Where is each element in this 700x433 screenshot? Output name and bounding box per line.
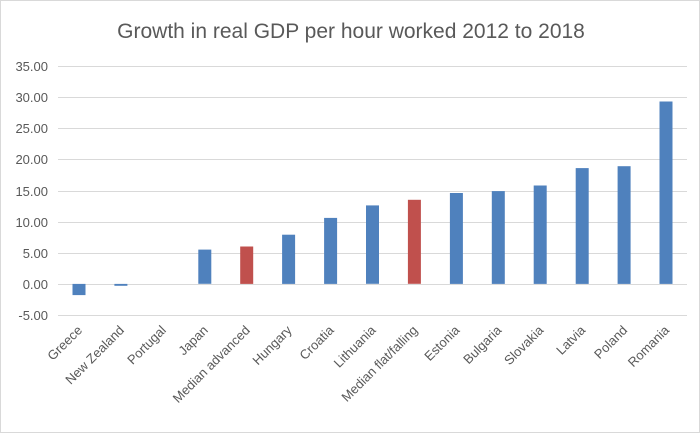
bar-bulgaria: [491, 191, 505, 284]
bar-median-flat-falling: [407, 199, 421, 284]
y-tick-label: -5.00: [18, 308, 48, 323]
bar-greece: [72, 283, 86, 296]
y-tick-label: 20.00: [15, 152, 48, 167]
y-tick-label: 30.00: [15, 90, 48, 105]
bar-estonia: [449, 193, 463, 284]
bars: [72, 101, 673, 296]
bar-new-zealand: [114, 283, 128, 286]
bar-poland: [617, 166, 631, 284]
x-tick-label: Latvia: [553, 322, 589, 358]
y-tick-label: 10.00: [15, 215, 48, 230]
x-tick-label: Poland: [591, 323, 630, 362]
y-axis-tick-labels: -5.00 0.00 5.00 10.00 15.00 20.00 25.00 30.00 35…: [15, 59, 48, 323]
gridlines: [58, 66, 687, 316]
bar-lithuania: [366, 205, 379, 284]
x-tick-label: Estonia: [421, 322, 463, 364]
x-tick-label: Bulgaria: [460, 322, 505, 367]
x-tick-label: Romania: [625, 322, 673, 370]
y-tick-label: 5.00: [23, 246, 48, 261]
x-tick-label: Croatia: [296, 322, 337, 363]
bar-japan: [198, 249, 212, 284]
x-tick-label: Hungary: [249, 322, 295, 368]
x-tick-label: Median advanced: [170, 323, 253, 406]
chart-title: Growth in real GDP per hour worked 2012 …: [117, 20, 585, 43]
bar-median-advanced: [240, 246, 254, 284]
bar-latvia: [575, 168, 589, 284]
bar-hungary: [282, 234, 296, 284]
x-tick-label: Japan: [175, 323, 211, 359]
x-tick-label: Slovakia: [501, 322, 547, 368]
y-tick-label: 35.00: [15, 59, 48, 74]
y-tick-label: 15.00: [15, 184, 48, 199]
x-tick-label: Greece: [44, 323, 85, 364]
bar-croatia: [324, 217, 338, 284]
bar-slovakia: [533, 185, 547, 284]
x-tick-label: Median flat/falling: [338, 323, 420, 405]
y-tick-label: 0.00: [23, 277, 48, 292]
x-tick-label: Portugal: [124, 322, 169, 367]
y-tick-label: 25.00: [15, 121, 48, 136]
bar-romania: [659, 101, 673, 284]
